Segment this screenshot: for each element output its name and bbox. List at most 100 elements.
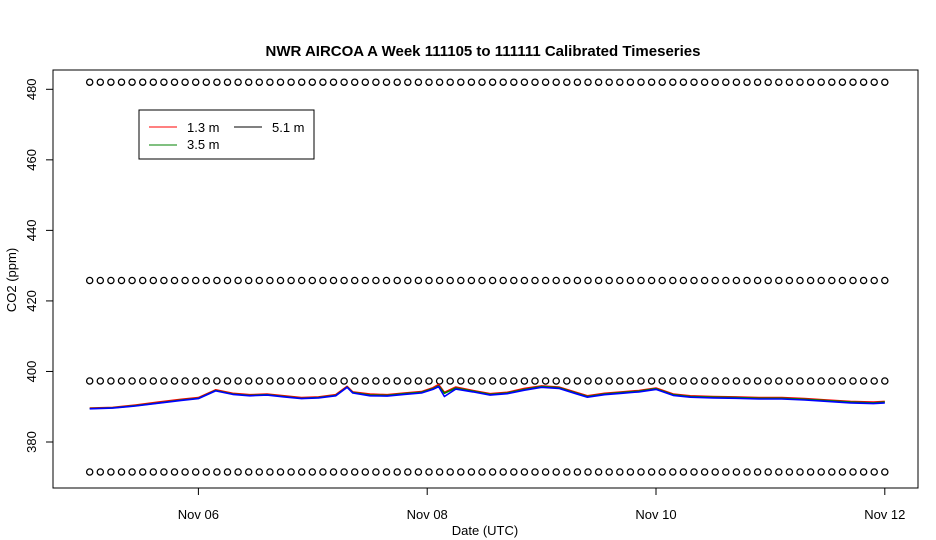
reference-point <box>467 276 476 285</box>
y-tick-label-5: 480 <box>24 78 39 100</box>
reference-point <box>764 78 772 86</box>
reference-point <box>393 276 401 285</box>
reference-point <box>425 78 433 86</box>
reference-point <box>223 78 232 86</box>
reference-point <box>340 78 348 86</box>
reference-point <box>573 78 582 86</box>
reference-point <box>626 377 635 385</box>
reference-point <box>308 276 317 285</box>
reference-point <box>796 78 804 86</box>
reference-point <box>605 276 613 285</box>
reference-point <box>838 78 847 86</box>
reference-point <box>616 78 624 86</box>
reference-point <box>160 377 168 385</box>
reference-point <box>266 377 274 385</box>
reference-point <box>276 78 285 86</box>
reference-point <box>372 78 380 86</box>
reference-point <box>340 377 348 385</box>
reference-point <box>679 377 688 385</box>
reference-point <box>128 468 136 476</box>
reference-point <box>202 468 211 476</box>
reference-point <box>223 276 232 285</box>
reference-point <box>85 468 94 476</box>
reference-point <box>647 78 656 86</box>
reference-point <box>149 78 158 86</box>
reference-point <box>711 377 719 385</box>
legend-label-1-3m: 1.3 m <box>187 120 220 135</box>
reference-point <box>679 78 688 86</box>
reference-point <box>213 276 221 285</box>
reference-point <box>361 78 370 86</box>
reference-point <box>616 377 624 385</box>
reference-point <box>202 276 211 285</box>
reference-point <box>690 276 698 285</box>
reference-point <box>775 377 783 385</box>
reference-point <box>372 377 380 385</box>
reference-point <box>372 276 380 285</box>
reference-point <box>796 468 804 476</box>
reference-point <box>849 276 857 285</box>
reference-point <box>255 78 264 86</box>
reference-point <box>319 276 327 285</box>
reference-point <box>722 276 730 285</box>
reference-point <box>743 377 751 385</box>
legend-box <box>138 109 315 160</box>
reference-point <box>191 276 200 285</box>
reference-point <box>637 276 645 285</box>
reference-point <box>669 78 677 86</box>
reference-point <box>435 468 444 476</box>
reference-point <box>881 276 889 285</box>
reference-point <box>329 78 338 86</box>
reference-point <box>213 377 221 385</box>
reference-point <box>297 377 306 385</box>
reference-point <box>870 276 878 285</box>
reference-point <box>637 78 645 86</box>
reference-point <box>520 468 529 476</box>
reference-point <box>499 377 507 385</box>
series-line-1-3-m <box>89 383 885 409</box>
reference-point <box>138 468 147 476</box>
reference-point <box>404 468 412 476</box>
reference-point <box>828 468 836 476</box>
chart-title: NWR AIRCOA A Week 111105 to 111111 Calib… <box>266 43 701 60</box>
reference-point <box>531 377 539 385</box>
reference-point <box>149 377 158 385</box>
reference-point <box>796 276 804 285</box>
reference-point <box>700 468 709 476</box>
reference-point <box>753 276 762 285</box>
reference-point <box>181 468 189 476</box>
reference-point <box>393 78 401 86</box>
reference-point <box>117 276 126 285</box>
reference-point <box>806 377 815 385</box>
reference-point <box>785 78 794 86</box>
reference-point <box>849 377 857 385</box>
reference-point <box>393 377 401 385</box>
series-line-5-1-m <box>89 385 885 410</box>
y-tick-label-4: 460 <box>24 149 39 171</box>
reference-point <box>467 468 476 476</box>
reference-point <box>584 468 592 476</box>
reference-point <box>510 377 518 385</box>
reference-point <box>690 78 698 86</box>
reference-point <box>107 276 115 285</box>
reference-point <box>446 468 454 476</box>
reference-point <box>149 468 158 476</box>
reference-point <box>85 78 94 86</box>
reference-point <box>541 468 550 476</box>
reference-point <box>669 468 677 476</box>
reference-point <box>881 468 889 476</box>
reference-point <box>785 276 794 285</box>
reference-point <box>817 468 825 476</box>
x-tick-label-1: Nov 08 <box>407 507 448 522</box>
reference-point <box>128 276 136 285</box>
reference-point <box>785 468 794 476</box>
reference-point <box>170 377 179 385</box>
reference-point <box>594 78 603 86</box>
reference-point <box>700 276 709 285</box>
reference-point <box>382 78 391 86</box>
reference-point <box>870 468 878 476</box>
reference-point <box>287 276 295 285</box>
reference-point <box>605 78 613 86</box>
reference-point <box>828 276 836 285</box>
reference-point <box>191 78 200 86</box>
